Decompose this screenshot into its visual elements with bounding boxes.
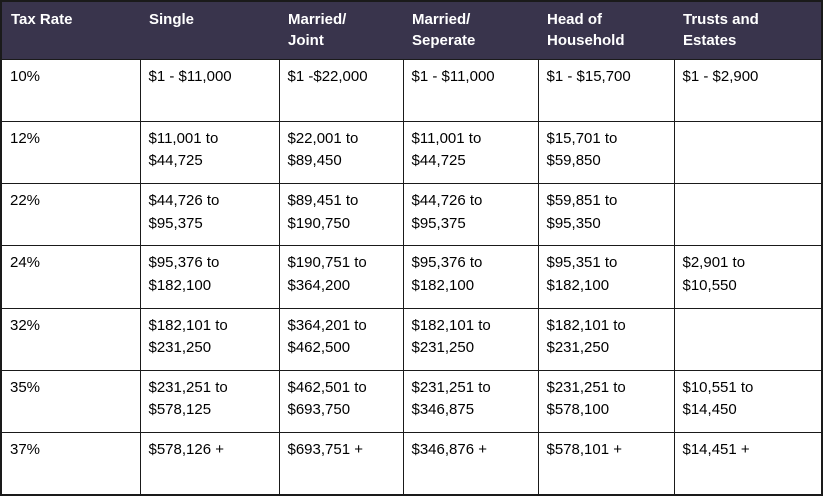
cell-tax-rate: 35% (0, 369, 141, 434)
table-header-row: Tax Rate Single Married/ Joint Married/ Sep… (1, 1, 822, 60)
cell-head-of-household: $182,101 to $231,250 (537, 307, 675, 371)
column-header-tax-rate: Tax Rate (1, 1, 140, 60)
cell-head-of-household: $231,251 to $578,100 (537, 369, 675, 434)
cell-tax-rate: 37% (0, 432, 141, 496)
cell-married-joint: $462,501 to $693,750 (278, 369, 404, 434)
column-header-married-joint: Married/ Joint (279, 1, 403, 60)
cell-married-joint: $190,751 to $364,200 (278, 245, 404, 309)
column-header-married-seperate: Married/ Seperate (403, 1, 538, 60)
cell-trusts-estates (673, 183, 823, 247)
cell-trusts-estates: $2,901 to $10,550 (673, 245, 823, 309)
cell-married-seperate: $95,376 to $182,100 (402, 245, 539, 309)
cell-married-seperate: $1 - $11,000 (402, 58, 539, 122)
cell-married-seperate: $11,001 to $44,725 (402, 120, 539, 185)
column-header-trusts-estates: Trusts and Estates (674, 1, 822, 60)
table-row: 35% $231,251 to $578,125 $462,501 to $693,… (0, 369, 823, 434)
column-header-single: Single (140, 1, 279, 60)
cell-trusts-estates: $10,551 to $14,450 (673, 369, 823, 434)
cell-married-joint: $89,451 to $190,750 (278, 183, 404, 247)
table-row: 24% $95,376 to $182,100 $190,751 to $364,2… (0, 245, 823, 309)
cell-single: $1 - $11,000 (139, 58, 280, 122)
cell-single: $578,126 + (139, 432, 280, 496)
cell-married-seperate: $346,876 + (402, 432, 539, 496)
cell-trusts-estates: $14,451 + (673, 432, 823, 496)
cell-tax-rate: 32% (0, 307, 141, 371)
table-row: 37% $578,126 + $693,751 + $346,876 + $578,10… (0, 432, 823, 496)
cell-single: $44,726 to $95,375 (139, 183, 280, 247)
cell-single: $182,101 to $231,250 (139, 307, 280, 371)
cell-married-joint: $1 -$22,000 (278, 58, 404, 122)
cell-single: $11,001 to $44,725 (139, 120, 280, 185)
cell-trusts-estates (673, 120, 823, 185)
cell-tax-rate: 22% (0, 183, 141, 247)
cell-tax-rate: 12% (0, 120, 141, 185)
cell-trusts-estates (673, 307, 823, 371)
cell-married-seperate: $44,726 to $95,375 (402, 183, 539, 247)
table-row: 22% $44,726 to $95,375 $89,451 to $190,750… (0, 183, 823, 247)
cell-head-of-household: $578,101 + (537, 432, 675, 496)
cell-married-joint: $22,001 to $89,450 (278, 120, 404, 185)
cell-married-seperate: $182,101 to $231,250 (402, 307, 539, 371)
table-row: 10% $1 - $11,000 $1 -$22,000 $1 - $11,000 $1… (0, 58, 823, 122)
cell-married-seperate: $231,251 to $346,875 (402, 369, 539, 434)
cell-head-of-household: $15,701 to $59,850 (537, 120, 675, 185)
table-row: 12% $11,001 to $44,725 $22,001 to $89,450 $… (0, 120, 823, 185)
cell-single: $231,251 to $578,125 (139, 369, 280, 434)
table-row: 32% $182,101 to $231,250 $364,201 to $462,… (0, 307, 823, 371)
cell-married-joint: $364,201 to $462,500 (278, 307, 404, 371)
cell-head-of-household: $95,351 to $182,100 (537, 245, 675, 309)
cell-married-joint: $693,751 + (278, 432, 404, 496)
cell-single: $95,376 to $182,100 (139, 245, 280, 309)
cell-trusts-estates: $1 - $2,900 (673, 58, 823, 122)
cell-tax-rate: 24% (0, 245, 141, 309)
cell-tax-rate: 10% (0, 58, 141, 122)
cell-head-of-household: $1 - $15,700 (537, 58, 675, 122)
column-header-head-of-household: Head of Household (538, 1, 674, 60)
cell-head-of-household: $59,851 to $95,350 (537, 183, 675, 247)
